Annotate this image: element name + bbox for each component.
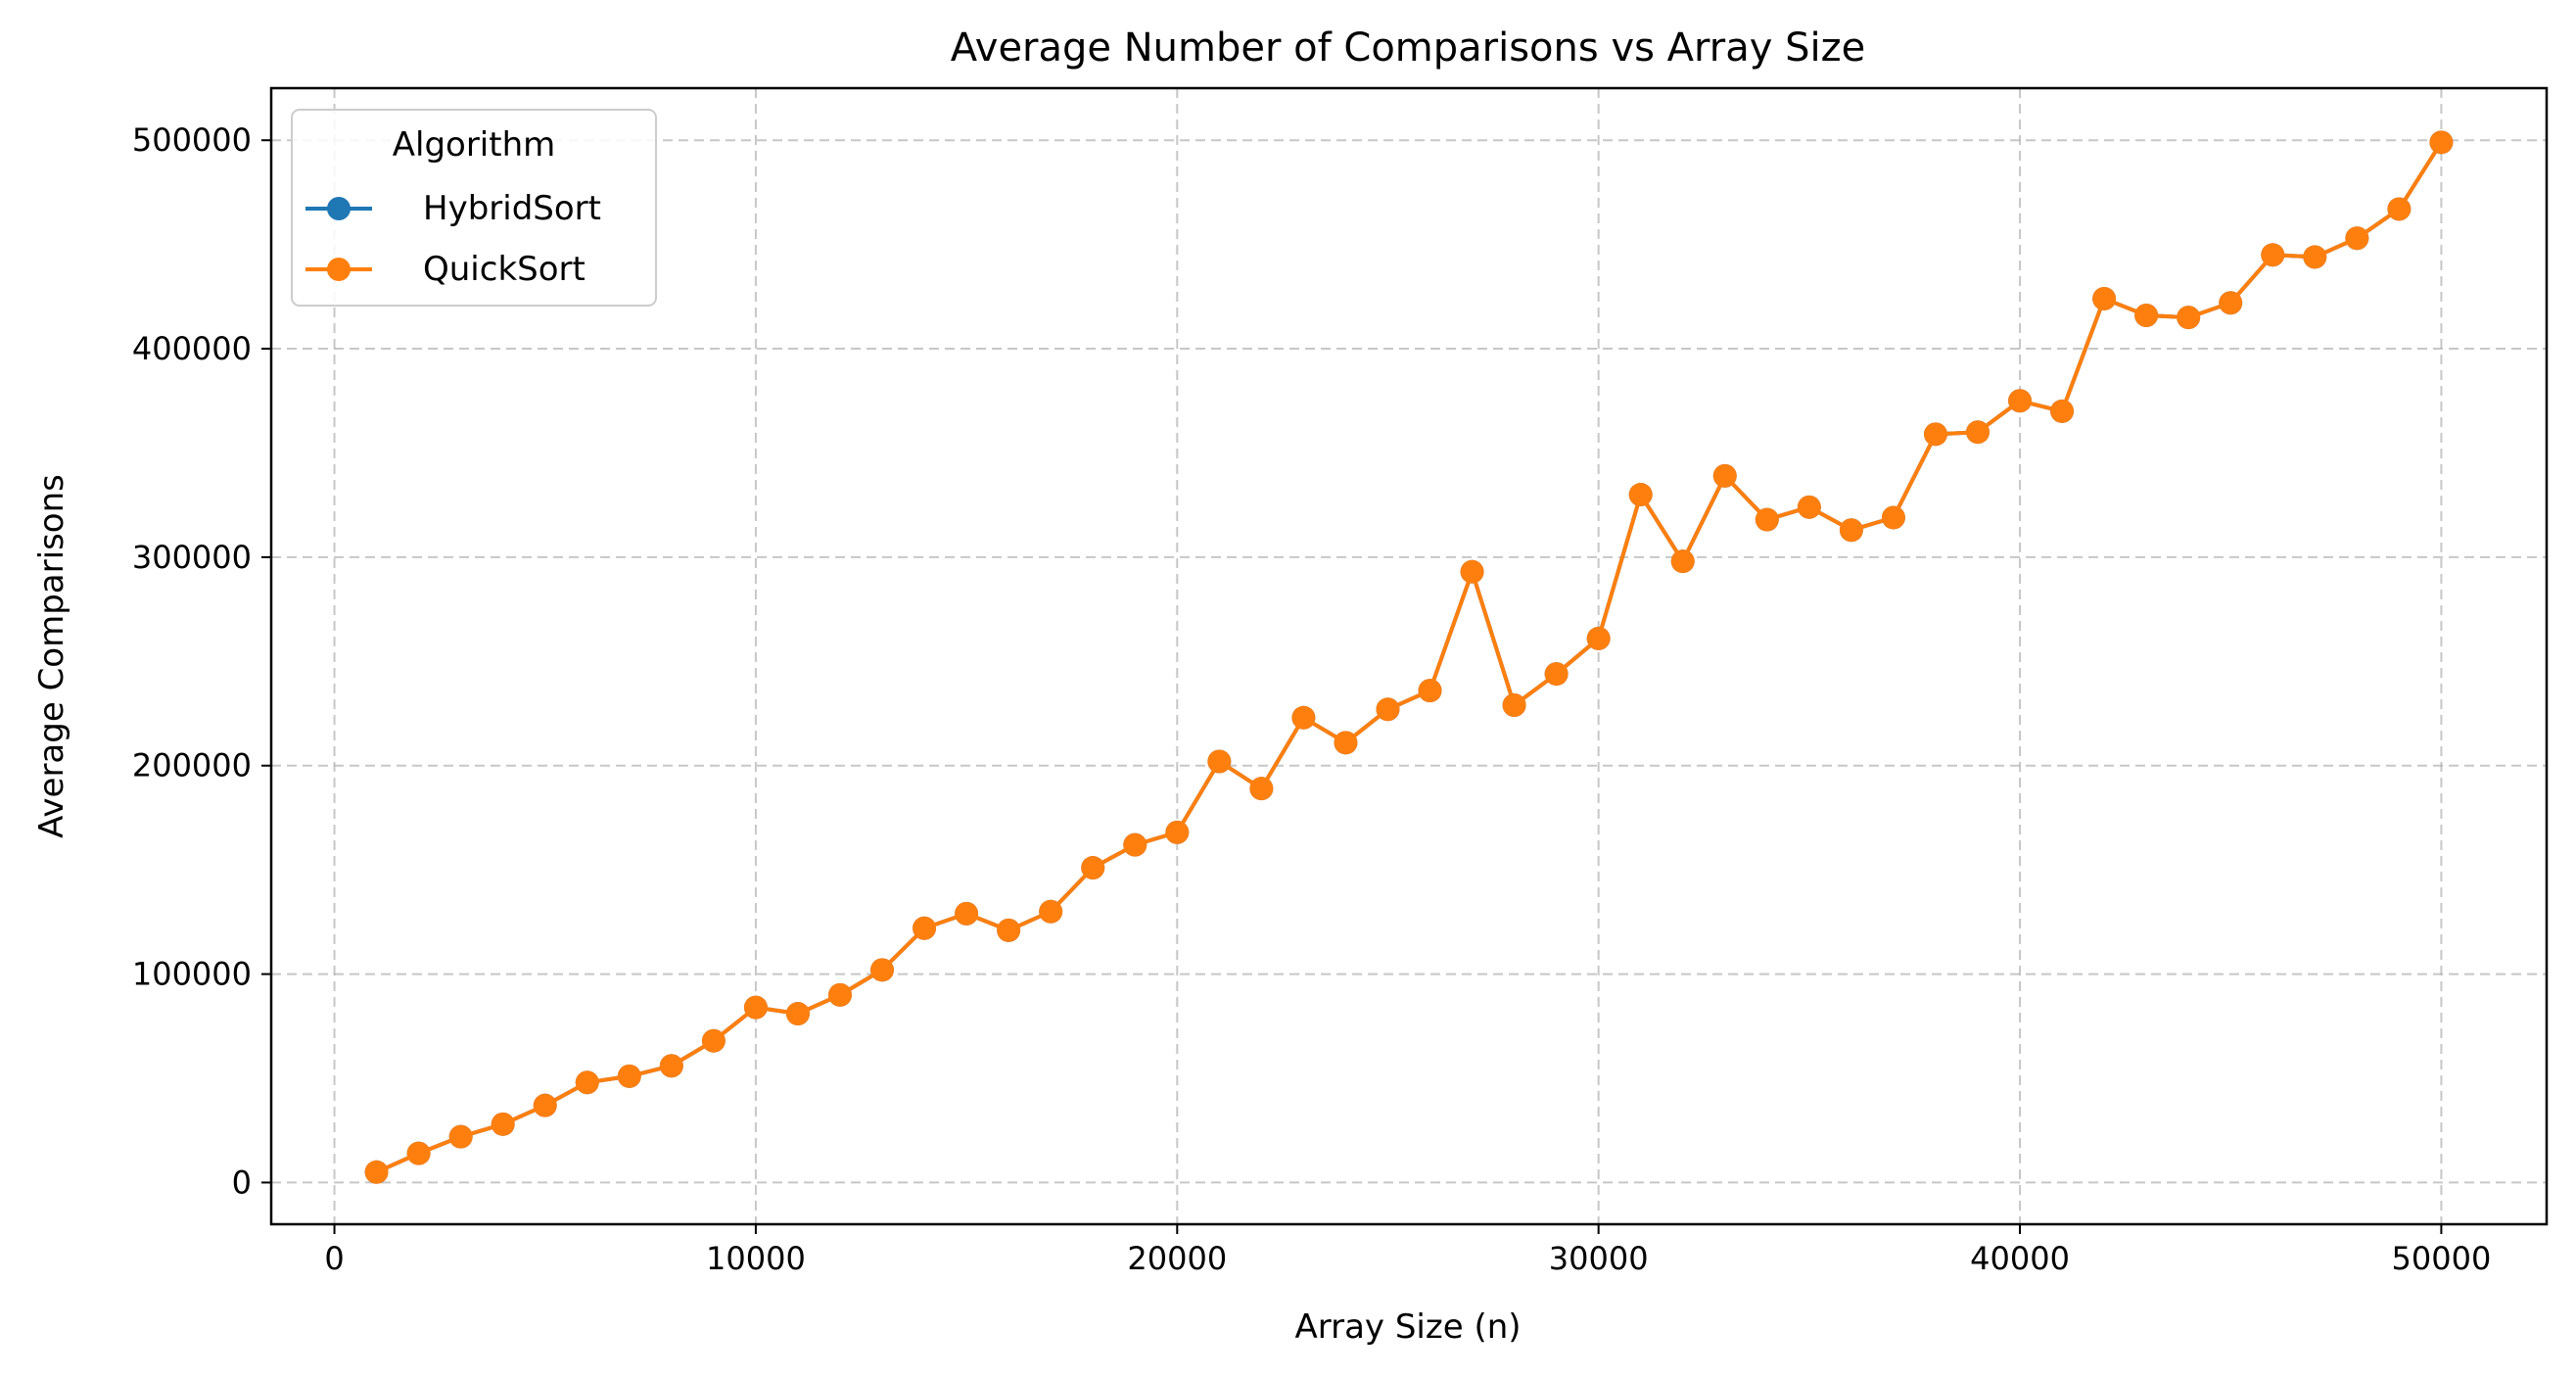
y-axis-label: Average Comparisons [32,474,71,838]
data-point [1839,518,1863,543]
data-point [2008,389,2033,413]
y-tick-label: 500000 [132,121,252,159]
legend: Algorithm HybridSort QuickSort [291,109,657,307]
series-layer [364,130,2454,1184]
legend-label: HybridSort [423,189,601,228]
data-point [533,1093,557,1117]
data-point [1670,549,1695,574]
data-point [2219,291,2243,315]
data-point [491,1112,515,1136]
data-point [870,958,895,982]
data-point [785,1002,810,1026]
data-point [1376,697,1400,722]
data-point [1165,820,1190,844]
series-quicksort [364,130,2454,1184]
data-point [1291,705,1316,730]
x-tick-label: 50000 [2392,1240,2492,1277]
y-tick-label: 300000 [132,539,252,576]
data-point [913,916,937,940]
x-tick-label: 0 [324,1240,344,1277]
data-point [2303,245,2327,269]
data-point [2092,286,2117,310]
data-point [1797,495,1821,519]
data-point [1923,422,1947,447]
data-point [1966,420,1990,445]
data-point [1460,559,1484,584]
data-point [406,1141,431,1165]
data-point [448,1124,473,1149]
data-point [1712,463,1737,488]
x-tick-label: 10000 [706,1240,806,1277]
data-point [2261,243,2285,267]
data-point [1502,693,1526,718]
y-tick-label: 0 [232,1164,252,1201]
data-point [743,995,768,1020]
data-point [1249,777,1274,801]
data-point [2429,130,2454,155]
data-point [1628,483,1653,507]
data-point [575,1070,599,1095]
y-axis: 0 100000 200000 300000 400000 500000 [132,121,271,1201]
data-point [1123,832,1147,857]
grid [271,88,2547,1224]
data-point [1586,626,1611,650]
data-point [2177,306,2201,330]
x-tick-label: 40000 [1970,1240,2070,1277]
data-point [1544,662,1569,687]
plot-frame [269,86,2549,1226]
data-point [1207,749,1232,774]
data-point [2134,304,2159,327]
data-point [659,1054,683,1078]
y-tick-label: 400000 [132,330,252,367]
x-tick-label: 30000 [1549,1240,1649,1277]
y-tick-label: 200000 [132,747,252,784]
x-axis: 0 10000 20000 30000 40000 50000 [324,1224,2491,1277]
legend-entries: HybridSort QuickSort [305,189,601,289]
data-point [2387,197,2412,221]
data-point [997,918,1021,942]
data-point [1334,731,1358,755]
data-point [955,901,979,926]
data-point [1039,899,1063,924]
y-tick-label: 100000 [132,956,252,993]
x-axis-label: Array Size (n) [1294,1307,1521,1347]
data-point [701,1028,726,1053]
data-point [1418,679,1442,703]
data-point [1755,507,1779,532]
x-tick-label: 20000 [1127,1240,1227,1277]
legend-title: Algorithm [393,125,556,165]
data-point [2345,226,2369,251]
legend-label: QuickSort [423,250,585,289]
data-point [1881,505,1905,530]
data-point [828,982,852,1007]
legend-marker [327,258,351,281]
data-point [617,1064,641,1088]
data-point [364,1160,389,1184]
data-point [1081,856,1105,880]
chart-title: Average Number of Comparisons vs Array S… [951,25,1865,71]
legend-box [291,109,657,307]
legend-marker [327,197,351,220]
data-point [2050,399,2075,423]
